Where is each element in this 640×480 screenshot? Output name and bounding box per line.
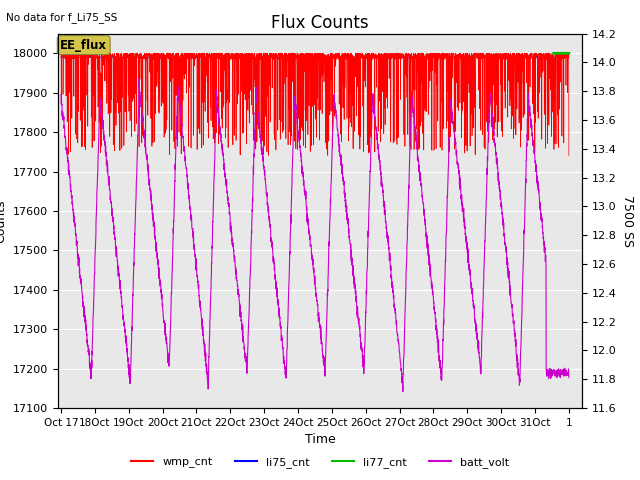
Y-axis label: 7500 SS: 7500 SS [621, 195, 634, 247]
Text: EE_flux: EE_flux [60, 38, 108, 51]
Title: Flux Counts: Flux Counts [271, 14, 369, 32]
Legend: wmp_cnt, li75_cnt, li77_cnt, batt_volt: wmp_cnt, li75_cnt, li77_cnt, batt_volt [127, 452, 513, 472]
Text: No data for f_Li75_SS: No data for f_Li75_SS [6, 12, 118, 23]
Y-axis label: Counts: Counts [0, 199, 7, 242]
X-axis label: Time: Time [305, 433, 335, 446]
